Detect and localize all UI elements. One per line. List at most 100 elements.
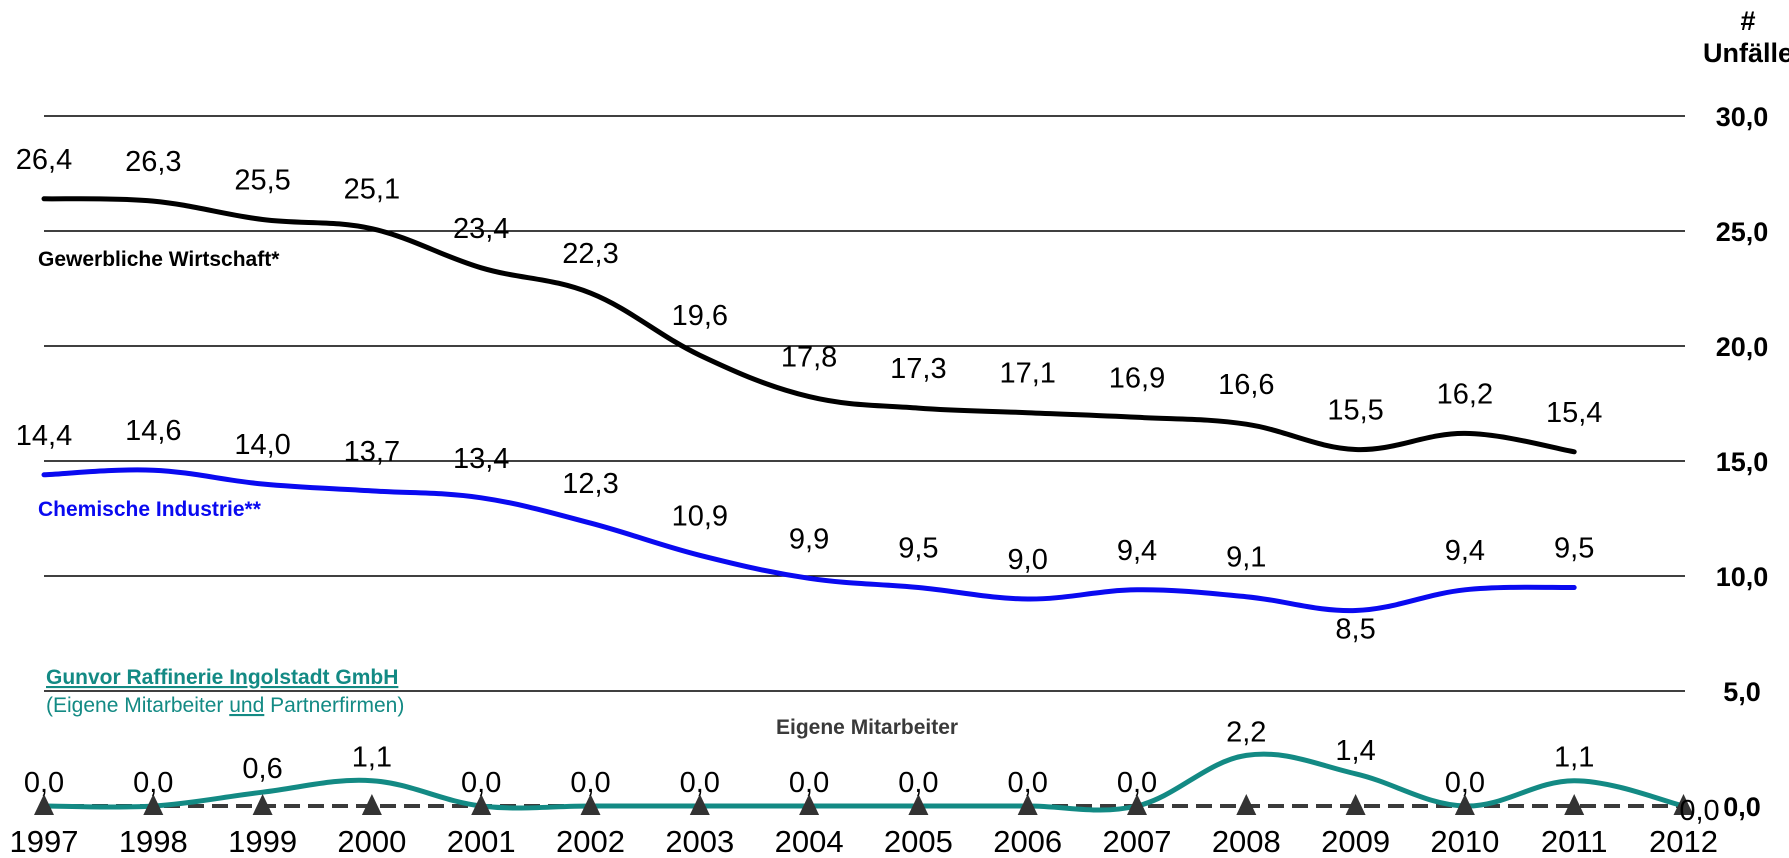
data-label-chemische: 9,5 — [898, 533, 938, 565]
series-sublabel-gunvor: (Eigene Mitarbeiter und Partnerfirmen) — [46, 694, 404, 717]
triangle-marker — [799, 794, 820, 815]
x-tick-label: 1999 — [228, 824, 297, 858]
data-label-gunvor: 1,1 — [352, 742, 392, 774]
x-tick-label: 2012 — [1649, 824, 1718, 858]
sublabel-part-3: Partnerfirmen) — [264, 694, 404, 717]
series-line-gewerbliche — [41, 196, 1577, 455]
data-label-chemische: 9,0 — [1008, 544, 1048, 576]
y-tick-label: 0,0 — [1723, 792, 1761, 822]
series-label-chemische: Chemische Industrie** — [38, 498, 262, 521]
data-label-gewerbliche: 17,8 — [781, 342, 837, 374]
triangle-marker — [34, 794, 54, 815]
x-tick-label: 2005 — [884, 824, 953, 858]
series-label-gunvor: Gunvor Raffinerie Ingolstadt GmbH — [46, 666, 398, 689]
y-axis-label-hash: # — [1740, 6, 1755, 36]
data-label-gewerbliche: 17,1 — [999, 358, 1055, 390]
y-axis-label-unfaelle: Unfälle — [1703, 38, 1789, 68]
data-label-chemische: 13,7 — [344, 436, 400, 468]
data-label-gewerbliche: 16,9 — [1109, 362, 1165, 394]
data-label-gunvor: 2,2 — [1226, 716, 1266, 748]
x-tick-label: 2001 — [447, 824, 516, 858]
y-tick-label: 20,0 — [1716, 332, 1769, 362]
y-tick-label: 5,0 — [1723, 677, 1761, 707]
x-tick-label: 2008 — [1212, 824, 1281, 858]
triangle-marker — [252, 794, 273, 815]
data-label-gunvor: 0,0 — [24, 767, 64, 799]
data-label-gewerbliche: 25,5 — [234, 165, 290, 197]
triangle-marker — [361, 794, 382, 815]
data-label-gunvor: 0,0 — [789, 767, 829, 799]
data-label-chemische: 8,5 — [1335, 614, 1375, 646]
data-label-gewerbliche: 15,4 — [1546, 397, 1602, 429]
data-labels: 26,4 26,3 25,5 25,1 23,4 22,3 19,6 17,8 17,3 17,1… — [16, 144, 1720, 827]
triangle-marker — [580, 794, 601, 815]
data-label-chemische: 9,5 — [1554, 533, 1594, 565]
data-label-gunvor: 0,0 — [133, 767, 173, 799]
x-tick-label: 2003 — [665, 824, 734, 858]
triangle-marker — [908, 794, 929, 815]
y-axis-ticks: 0,0 5,0 10,0 15,0 20,0 25,0 30,0 — [1716, 102, 1769, 822]
series-line-gunvor — [41, 751, 1686, 813]
data-label-gunvor: 0,0 — [570, 767, 610, 799]
triangle-marker — [1345, 794, 1366, 815]
data-label-gunvor: 0,0 — [680, 767, 720, 799]
sublabel-part-1: (Eigene Mitarbeiter — [46, 694, 229, 717]
series-markers — [34, 794, 1694, 815]
triangle-marker — [1017, 794, 1038, 815]
y-tick-label: 15,0 — [1716, 447, 1769, 477]
data-label-gunvor: 1,1 — [1554, 742, 1594, 774]
sublabel-part-2: und — [229, 694, 264, 717]
triangle-marker — [1673, 794, 1694, 815]
data-label-gunvor: 0,0 — [898, 767, 938, 799]
data-label-gunvor: 0,0 — [1445, 767, 1485, 799]
data-label-chemische: 14,6 — [125, 415, 181, 447]
data-label-gewerbliche: 26,4 — [16, 144, 72, 176]
data-label-gunvor: 0,0 — [1008, 767, 1048, 799]
x-tick-label: 2000 — [337, 824, 406, 858]
data-label-chemische: 9,9 — [789, 523, 829, 555]
data-label-gewerbliche: 16,6 — [1218, 369, 1274, 401]
triangle-marker — [1454, 794, 1475, 815]
data-label-gewerbliche: 26,3 — [125, 146, 181, 178]
triangle-marker — [1564, 794, 1585, 815]
x-tick-label: 2011 — [1541, 824, 1608, 858]
y-tick-label: 25,0 — [1716, 217, 1769, 247]
series-label-gewerbliche: Gewerbliche Wirtschaft* — [38, 248, 280, 271]
data-label-gewerbliche: 25,1 — [344, 174, 400, 206]
data-label-chemische: 10,9 — [672, 500, 728, 532]
y-tick-label: 10,0 — [1716, 562, 1769, 592]
data-label-gewerbliche: 16,2 — [1437, 378, 1493, 410]
data-label-gewerbliche: 17,3 — [890, 353, 946, 385]
x-tick-label: 2002 — [556, 824, 625, 858]
data-label-gewerbliche: 22,3 — [562, 238, 618, 270]
data-label-gunvor: 0,0 — [461, 767, 501, 799]
data-label-gunvor: 0,6 — [242, 753, 282, 785]
series-line-chemische — [41, 467, 1577, 614]
x-tick-label: 1998 — [119, 824, 188, 858]
data-label-chemische: 9,4 — [1117, 535, 1157, 567]
triangle-marker — [689, 794, 710, 815]
gridlines — [44, 115, 1685, 692]
data-label-chemische: 14,0 — [234, 429, 290, 461]
triangle-marker — [471, 794, 492, 815]
series-label-eigene: Eigene Mitarbeiter — [776, 716, 958, 739]
data-label-gewerbliche: 23,4 — [453, 213, 509, 245]
data-label-gunvor: 0,0 — [1117, 767, 1157, 799]
data-label-gunvor: 1,4 — [1335, 735, 1375, 767]
data-label-chemische: 13,4 — [453, 443, 509, 475]
data-label-chemische: 9,1 — [1226, 542, 1266, 574]
triangle-marker — [143, 794, 164, 815]
data-label-chemische: 9,4 — [1445, 535, 1485, 567]
x-tick-label: 2007 — [1103, 824, 1172, 858]
x-tick-label: 2006 — [993, 824, 1062, 858]
data-label-gewerbliche: 15,5 — [1327, 395, 1383, 427]
x-tick-label: 1997 — [10, 824, 79, 858]
data-label-gunvor: 0,0 — [1679, 795, 1719, 827]
series-lines — [41, 196, 1686, 813]
x-tick-label: 2010 — [1430, 824, 1499, 858]
y-tick-label: 30,0 — [1716, 102, 1769, 132]
data-label-chemische: 14,4 — [16, 420, 72, 452]
data-label-gewerbliche: 19,6 — [672, 300, 728, 332]
triangle-marker — [1236, 794, 1257, 815]
